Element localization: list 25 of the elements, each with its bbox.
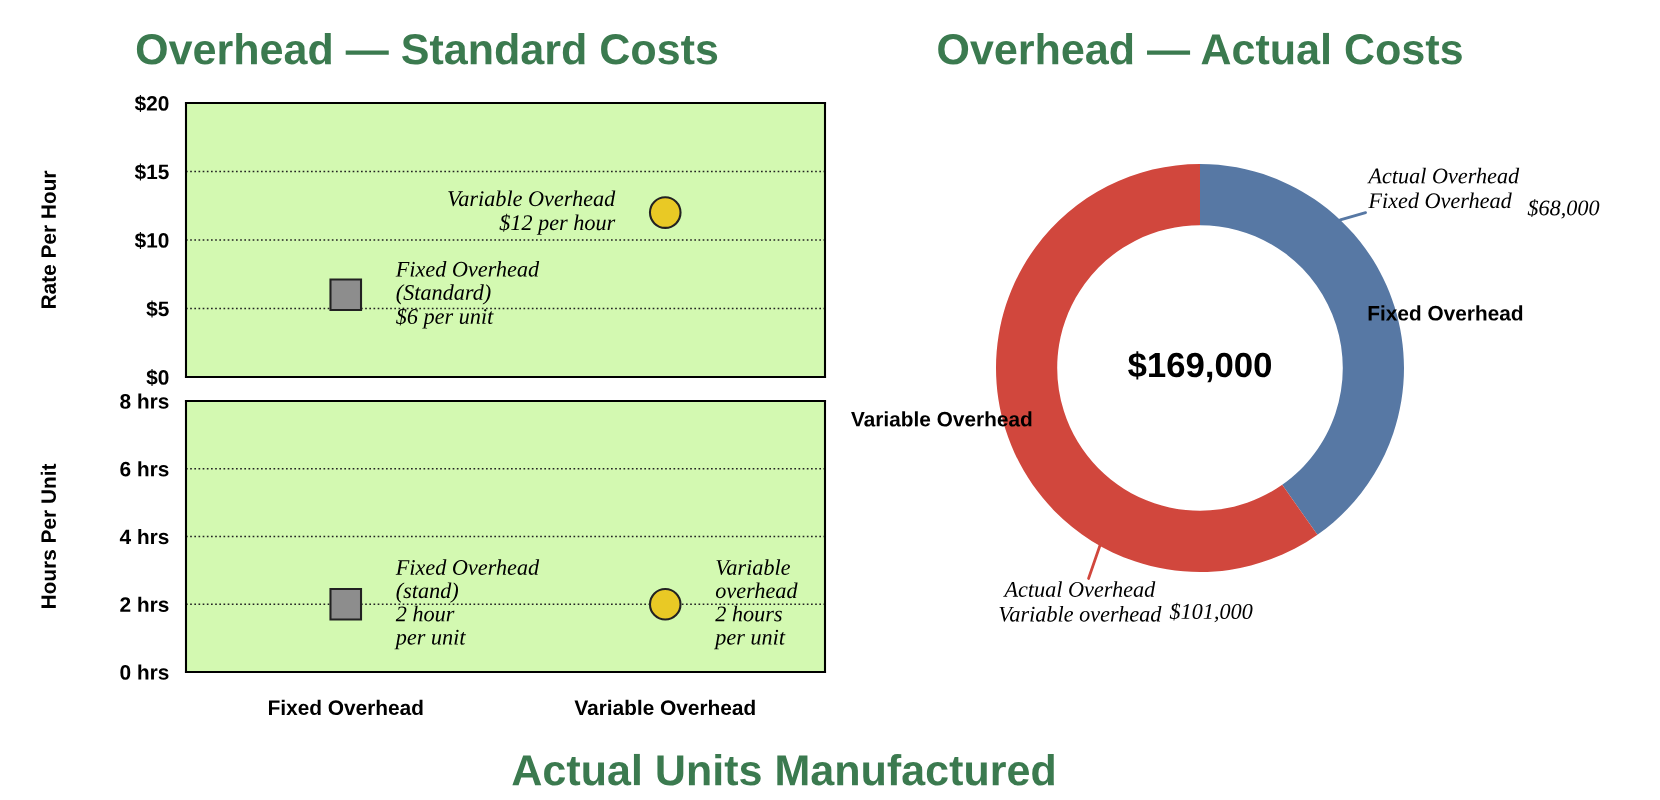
y-tick-label: $0 — [146, 369, 169, 387]
y-tick-label: 8 hrs — [120, 393, 169, 409]
y-tick-label: $10 — [134, 232, 169, 250]
annotation: Variable overhead 2 hours per unit — [713, 559, 798, 650]
y-tick-label: 4 hrs — [119, 528, 169, 545]
text: Actual Overhead Variable overhead — [999, 581, 1162, 622]
y-axis-title: Hours Per Unit — [40, 463, 56, 609]
text: $169,000 — [1128, 351, 1271, 383]
annotation: Fixed Overhead (Standard) $6 per unit — [395, 261, 540, 329]
y-tick-label: 2 hrs — [120, 596, 169, 612]
y-tick-label: 6 hrs — [120, 461, 169, 477]
data-label: $68,000 — [1527, 199, 1600, 219]
y-tick-label: $15 — [134, 163, 169, 181]
annotation: Fixed Overhead (stand) 2 hour per unit — [394, 559, 540, 650]
chart-title: Overhead — Actual Costs — [938, 32, 1462, 65]
chart-title: Overhead — Standard Costs — [136, 32, 718, 65]
annotation: Variable Overhead $12 per hour — [448, 190, 616, 235]
text: Actual Overhead — [1367, 167, 1520, 184]
y-tick-label: 0 hrs — [120, 664, 169, 680]
y-axis-title: Rate Per Hour — [41, 170, 56, 309]
slice-label: Fixed Overhead — [1368, 192, 1512, 209]
y-tick-label: $5 — [146, 300, 169, 318]
y-tick-label: $20 — [134, 95, 169, 113]
text: Actual Units Manufactured — [512, 753, 1054, 786]
data-label: $101,000 — [1169, 602, 1253, 623]
